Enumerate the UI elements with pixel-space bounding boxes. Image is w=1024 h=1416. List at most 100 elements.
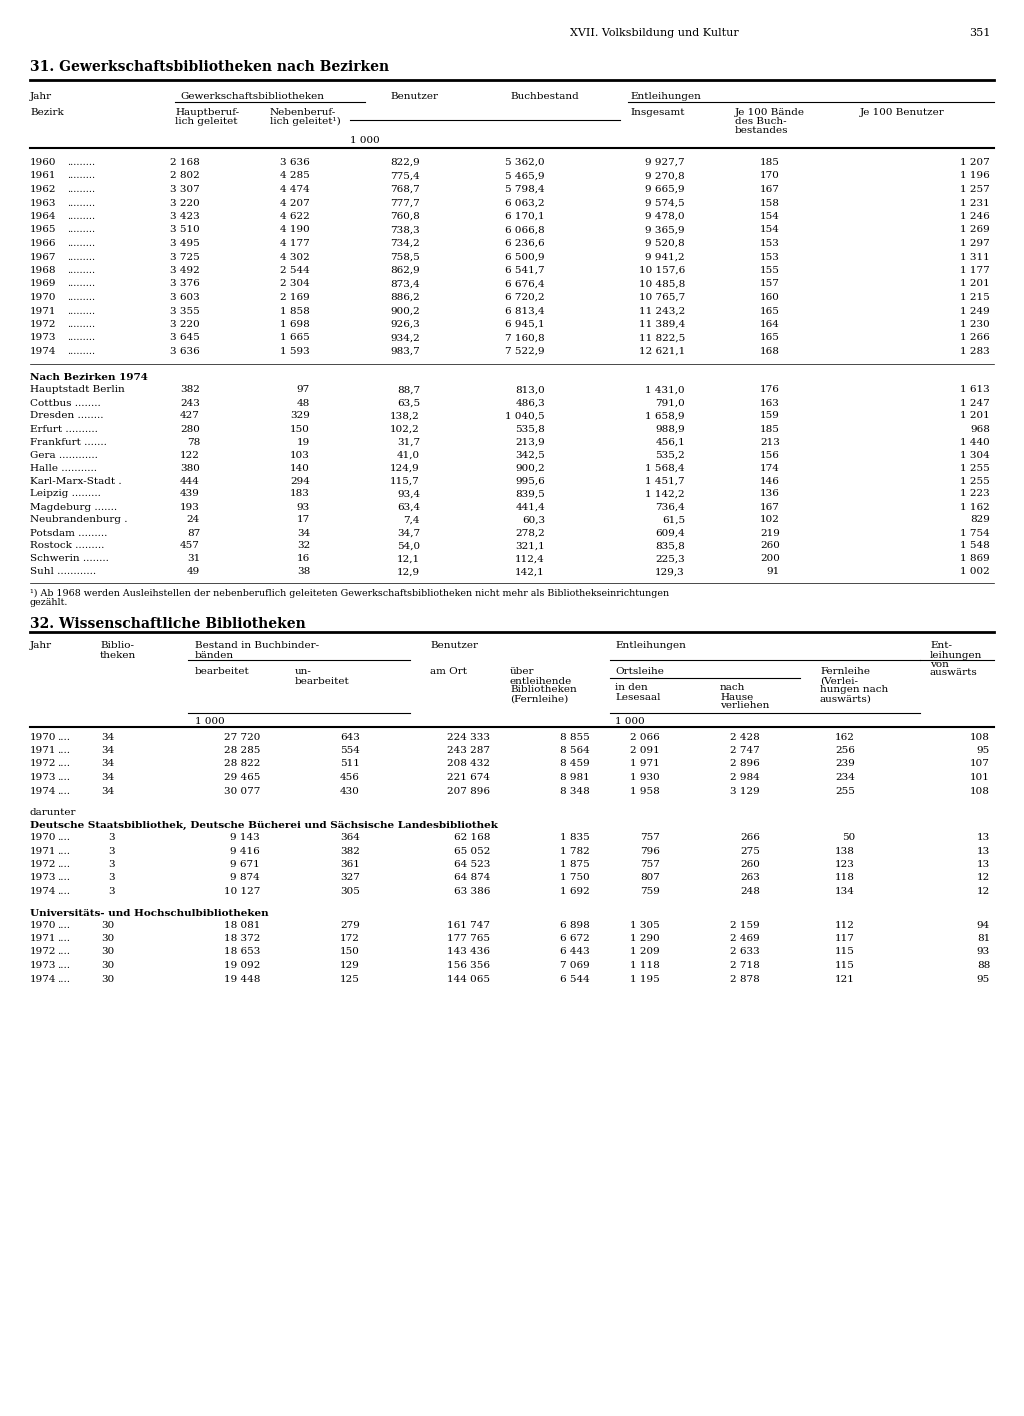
Text: 122: 122 xyxy=(180,450,200,460)
Text: Jahr: Jahr xyxy=(30,641,52,650)
Text: 65 052: 65 052 xyxy=(454,847,490,855)
Text: 1974: 1974 xyxy=(30,886,56,896)
Text: 27 720: 27 720 xyxy=(223,732,260,742)
Text: 382: 382 xyxy=(180,385,200,395)
Text: 4 285: 4 285 xyxy=(281,171,310,180)
Text: bestandes: bestandes xyxy=(735,126,788,135)
Text: 807: 807 xyxy=(640,874,660,882)
Text: 1 249: 1 249 xyxy=(961,306,990,316)
Text: 108: 108 xyxy=(970,786,990,796)
Text: 1 255: 1 255 xyxy=(961,477,990,486)
Text: 2 718: 2 718 xyxy=(730,961,760,970)
Text: 7 160,8: 7 160,8 xyxy=(506,334,545,343)
Text: 327: 327 xyxy=(340,874,360,882)
Text: 361: 361 xyxy=(340,860,360,869)
Text: 329: 329 xyxy=(290,412,310,421)
Text: 609,4: 609,4 xyxy=(655,528,685,538)
Text: Benutzer: Benutzer xyxy=(390,92,438,101)
Text: 1961: 1961 xyxy=(30,171,56,180)
Text: 1 223: 1 223 xyxy=(961,490,990,498)
Text: 161 747: 161 747 xyxy=(447,920,490,929)
Text: .........: ......... xyxy=(67,320,95,329)
Text: 813,0: 813,0 xyxy=(515,385,545,395)
Text: 382: 382 xyxy=(340,847,360,855)
Text: 64 874: 64 874 xyxy=(454,874,490,882)
Text: 886,2: 886,2 xyxy=(390,293,420,302)
Text: 1965: 1965 xyxy=(30,225,56,235)
Text: 759: 759 xyxy=(640,886,660,896)
Text: 107: 107 xyxy=(970,759,990,769)
Text: 207 896: 207 896 xyxy=(447,786,490,796)
Text: 93: 93 xyxy=(297,503,310,511)
Text: (Fernleihe): (Fernleihe) xyxy=(510,694,568,704)
Text: 6 720,2: 6 720,2 xyxy=(506,293,545,302)
Text: 3 603: 3 603 xyxy=(170,293,200,302)
Text: 364: 364 xyxy=(340,833,360,843)
Text: 10 127: 10 127 xyxy=(223,886,260,896)
Text: 3 636: 3 636 xyxy=(281,159,310,167)
Text: 1973: 1973 xyxy=(30,874,56,882)
Text: 535,8: 535,8 xyxy=(515,425,545,433)
Text: 279: 279 xyxy=(340,920,360,929)
Text: 4 622: 4 622 xyxy=(281,212,310,221)
Text: verliehen: verliehen xyxy=(720,701,769,711)
Text: Bestand in Buchbinder-: Bestand in Buchbinder- xyxy=(195,641,319,650)
Text: Fernleihe: Fernleihe xyxy=(820,667,870,677)
Text: Neubrandenburg .: Neubrandenburg . xyxy=(30,515,128,524)
Text: 12: 12 xyxy=(977,874,990,882)
Text: 30 077: 30 077 xyxy=(223,786,260,796)
Text: 3 307: 3 307 xyxy=(170,185,200,194)
Text: 1 195: 1 195 xyxy=(630,974,660,984)
Text: 2 169: 2 169 xyxy=(281,293,310,302)
Text: 926,3: 926,3 xyxy=(390,320,420,329)
Text: über: über xyxy=(510,667,535,677)
Text: .........: ......... xyxy=(67,347,95,355)
Text: 1 000: 1 000 xyxy=(615,716,645,725)
Text: .........: ......... xyxy=(67,266,95,275)
Text: Deutsche Staatsbibliothek, Deutsche Bücherei und Sächsische Landesbibliothek: Deutsche Staatsbibliothek, Deutsche Büch… xyxy=(30,821,498,830)
Text: 243 287: 243 287 xyxy=(447,746,490,755)
Text: 1 750: 1 750 xyxy=(560,874,590,882)
Text: 1 162: 1 162 xyxy=(961,503,990,511)
Text: 1 209: 1 209 xyxy=(630,947,660,956)
Text: .........: ......... xyxy=(67,293,95,302)
Text: Suhl ............: Suhl ............ xyxy=(30,568,96,576)
Text: 535,2: 535,2 xyxy=(655,450,685,460)
Text: 41,0: 41,0 xyxy=(397,450,420,460)
Text: ....: .... xyxy=(57,961,70,970)
Text: .........: ......... xyxy=(67,252,95,262)
Text: 2 878: 2 878 xyxy=(730,974,760,984)
Text: 185: 185 xyxy=(760,159,780,167)
Text: 88: 88 xyxy=(977,961,990,970)
Text: 1973: 1973 xyxy=(30,334,56,343)
Text: 159: 159 xyxy=(760,412,780,421)
Text: 64 523: 64 523 xyxy=(454,860,490,869)
Text: 275: 275 xyxy=(740,847,760,855)
Text: 1972: 1972 xyxy=(30,860,56,869)
Text: 439: 439 xyxy=(180,490,200,498)
Text: 8 348: 8 348 xyxy=(560,786,590,796)
Text: 138,2: 138,2 xyxy=(390,412,420,421)
Text: 456: 456 xyxy=(340,773,360,782)
Text: 643: 643 xyxy=(340,732,360,742)
Text: Rostock .........: Rostock ......... xyxy=(30,541,104,551)
Text: 19 092: 19 092 xyxy=(223,961,260,970)
Text: nach: nach xyxy=(720,684,745,692)
Text: 6 541,7: 6 541,7 xyxy=(506,266,545,275)
Text: Schwerin ........: Schwerin ........ xyxy=(30,555,109,564)
Text: 1 266: 1 266 xyxy=(961,334,990,343)
Text: 6 676,4: 6 676,4 xyxy=(506,279,545,289)
Text: 757: 757 xyxy=(640,860,660,869)
Text: Ent-: Ent- xyxy=(930,641,952,650)
Text: 1966: 1966 xyxy=(30,239,56,248)
Text: 156 356: 156 356 xyxy=(447,961,490,970)
Text: 5 465,9: 5 465,9 xyxy=(506,171,545,180)
Text: 768,7: 768,7 xyxy=(390,185,420,194)
Text: 1 269: 1 269 xyxy=(961,225,990,235)
Text: .........: ......... xyxy=(67,185,95,194)
Text: am Ort: am Ort xyxy=(430,667,467,677)
Text: ....: .... xyxy=(57,874,70,882)
Text: 87: 87 xyxy=(186,528,200,538)
Text: 3 376: 3 376 xyxy=(170,279,200,289)
Text: 1 230: 1 230 xyxy=(961,320,990,329)
